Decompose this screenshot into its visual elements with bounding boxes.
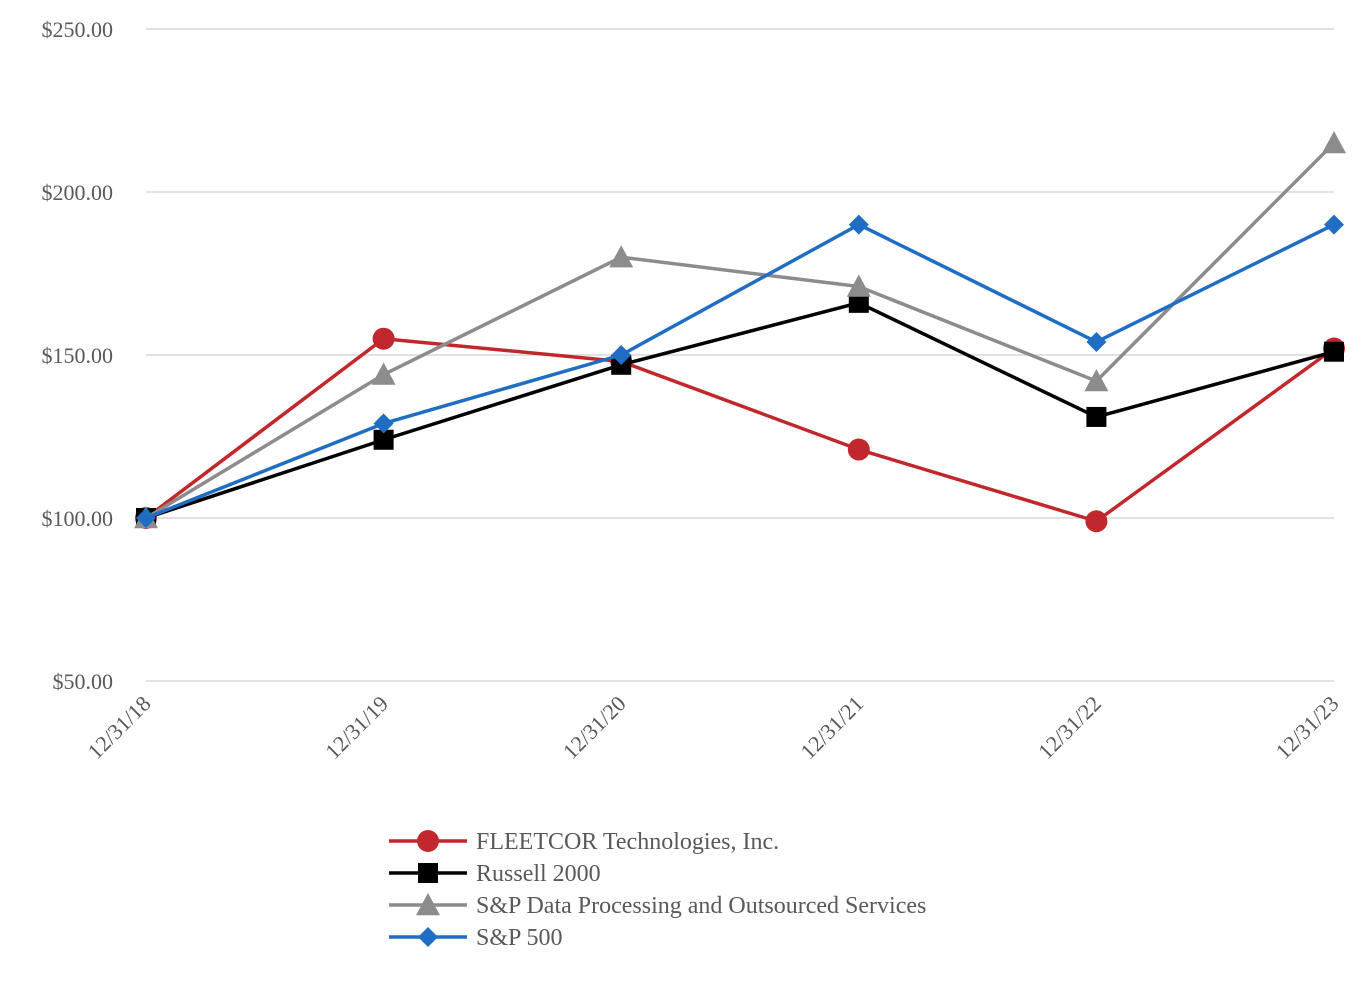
legend: FLEETCOR Technologies, Inc. Russell 2000 S… [389, 829, 926, 951]
series-line [145, 301, 1335, 520]
y-tick-label: $200.00 [42, 180, 114, 205]
data-point [847, 438, 870, 461]
legend-marker [416, 893, 440, 916]
y-tick-label: $100.00 [42, 506, 114, 531]
x-tick-label: 12/31/21 [795, 691, 868, 764]
data-point [136, 508, 156, 528]
y-axis: $50.00 $100.00 $150.00 $200.00 $250.00 [42, 17, 114, 694]
x-tick-label: 12/31/23 [1271, 691, 1344, 764]
data-point [1322, 131, 1346, 154]
legend-marker [417, 830, 439, 852]
data-point [373, 413, 394, 434]
data-point [611, 345, 632, 365]
data-point [609, 245, 634, 268]
data-point [846, 274, 871, 297]
data-point [1086, 406, 1107, 427]
y-tick-label: $50.00 [53, 669, 114, 694]
legend-item: Russell 2000 [389, 861, 601, 887]
legend-item: FLEETCOR Technologies, Inc. [389, 829, 779, 855]
legend-marker [418, 927, 438, 947]
legend-label: FLEETCOR Technologies, Inc. [476, 829, 779, 855]
data-point [1084, 369, 1109, 392]
series-1 [136, 292, 1344, 528]
series-line [145, 222, 1335, 520]
gridlines [146, 28, 1334, 682]
data-point [1085, 510, 1108, 533]
data-point [372, 327, 395, 350]
data-point [1086, 331, 1107, 352]
series-lines [134, 131, 1346, 533]
series-line [145, 141, 1336, 520]
series-line [144, 336, 1336, 524]
x-tick-label: 12/31/20 [558, 691, 631, 764]
x-tick-label: 12/31/22 [1033, 691, 1106, 764]
series-0 [135, 327, 1345, 533]
data-point [1324, 341, 1344, 362]
data-point [373, 429, 394, 450]
y-tick-label: $150.00 [42, 343, 114, 368]
legend-marker [418, 863, 438, 883]
x-tick-label: 12/31/18 [83, 691, 156, 764]
x-tick-label: 12/31/19 [320, 691, 393, 764]
data-point [371, 362, 396, 385]
series-3 [136, 214, 1344, 528]
y-tick-label: $250.00 [42, 17, 114, 42]
legend-label: S&P 500 [476, 925, 562, 951]
legend-label: S&P Data Processing and Outsourced Servi… [476, 893, 926, 919]
series-2 [134, 131, 1346, 529]
legend-label: Russell 2000 [476, 861, 601, 887]
x-axis: 12/31/18 12/31/19 12/31/20 12/31/21 12/31/22… [83, 691, 1344, 764]
legend-item: S&P Data Processing and Outsourced Servi… [389, 893, 926, 919]
data-point [1324, 214, 1344, 235]
legend-item: S&P 500 [389, 925, 562, 951]
data-point [848, 292, 869, 313]
data-point [848, 214, 869, 235]
